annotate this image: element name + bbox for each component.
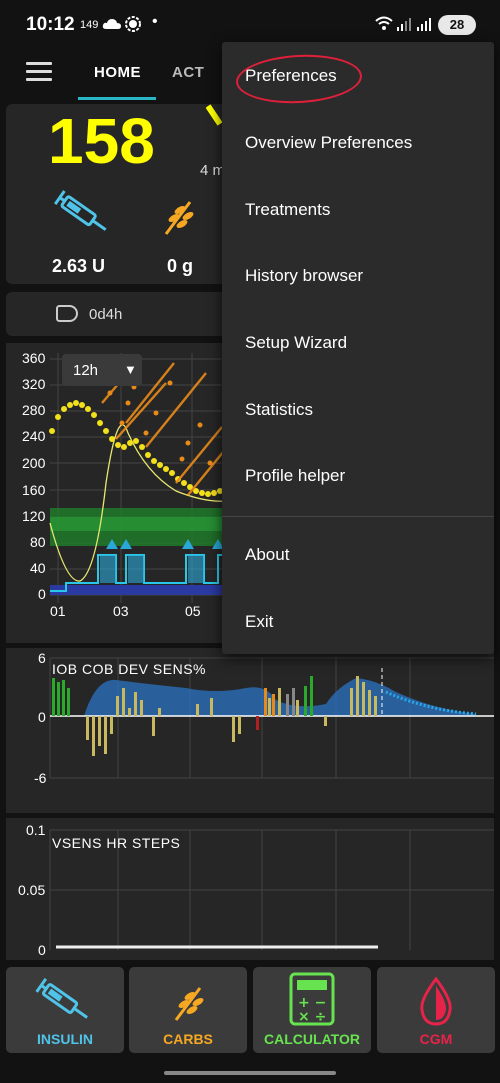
menu-item-statistics[interactable]: Statistics bbox=[245, 400, 314, 419]
bg-y-tick: 160 bbox=[22, 482, 46, 498]
bg-y-tick: 240 bbox=[22, 428, 46, 444]
menu-item-history-browser[interactable]: History browser bbox=[245, 266, 364, 285]
tab-actions[interactable]: ACT bbox=[172, 64, 205, 81]
menu-item-overview-preferences[interactable]: Overview Preferences bbox=[245, 133, 413, 152]
trend-arrow-icon bbox=[206, 104, 223, 126]
dropdown-caret-icon: ▼ bbox=[124, 362, 137, 377]
calculator-button-label: CALCULATOR bbox=[264, 1031, 360, 1047]
tab-indicator bbox=[78, 97, 156, 100]
carbs-grain-icon bbox=[164, 201, 194, 235]
battery-indicator: 28 bbox=[438, 15, 476, 35]
bg-y-tick: 280 bbox=[22, 402, 46, 418]
sens-y-tick: 0.05 bbox=[18, 882, 46, 898]
cgm-button-label: CGM bbox=[419, 1031, 453, 1047]
sens-y-tick: 0.1 bbox=[26, 822, 46, 838]
pump-age: 0d4h bbox=[89, 306, 123, 323]
iob-graph-title: IOB COB DEV SENS% bbox=[52, 661, 206, 677]
overflow-menu bbox=[222, 42, 494, 654]
svg-text:+ −: + − bbox=[298, 995, 326, 1011]
bg-y-tick: 40 bbox=[30, 560, 46, 576]
sens-y-tick: 0 bbox=[38, 942, 46, 958]
menu-item-exit[interactable]: Exit bbox=[245, 612, 274, 631]
cannula-icon bbox=[56, 305, 78, 322]
status-dot: • bbox=[152, 13, 158, 30]
menu-item-setup-wizard[interactable]: Setup Wizard bbox=[245, 333, 348, 352]
sens-graph[interactable] bbox=[6, 818, 494, 960]
iob-value: 2.63 U bbox=[52, 256, 106, 276]
carbs-button-label: CARBS bbox=[163, 1031, 213, 1047]
cell-signal-2-icon bbox=[417, 18, 431, 31]
tab-home[interactable]: HOME bbox=[94, 64, 141, 81]
menu-divider bbox=[222, 516, 494, 517]
bg-y-tick: 360 bbox=[22, 350, 46, 366]
bg-x-tick: 03 bbox=[113, 603, 129, 619]
iob-y-tick: 6 bbox=[38, 650, 46, 666]
time-range-select[interactable] bbox=[62, 354, 142, 386]
iob-graph-canvas bbox=[49, 657, 494, 779]
calculator-icon: + − × ÷ bbox=[289, 972, 335, 1026]
insulin-button-label: INSULIN bbox=[37, 1031, 93, 1047]
bg-y-tick: 80 bbox=[30, 534, 46, 550]
home-indicator[interactable] bbox=[164, 1071, 336, 1075]
cloud-icon bbox=[102, 19, 121, 29]
insulin-syringe-icon bbox=[35, 977, 88, 1019]
bg-y-tick: 120 bbox=[22, 508, 46, 524]
bg-y-tick: 200 bbox=[22, 455, 46, 471]
menu-item-preferences[interactable]: Preferences bbox=[245, 66, 337, 85]
menu-item-about[interactable]: About bbox=[245, 545, 290, 564]
iob-y-tick: -6 bbox=[34, 770, 47, 786]
sens-graph-title: VSENS HR STEPS bbox=[52, 835, 181, 851]
bg-x-tick: 01 bbox=[50, 603, 66, 619]
svg-text:× ÷: × ÷ bbox=[298, 1009, 326, 1025]
time-range-value: 12h bbox=[73, 362, 99, 379]
bg-value[interactable]: 158 bbox=[48, 105, 155, 177]
syringe-icon bbox=[54, 190, 107, 231]
cell-signal-1-icon bbox=[397, 18, 411, 31]
bg-y-tick: 0 bbox=[38, 586, 46, 602]
carbs-button-grain-icon bbox=[174, 987, 204, 1021]
status-small-text: 149 bbox=[80, 19, 99, 31]
bg-x-tick: 05 bbox=[185, 603, 201, 619]
blood-drop-icon bbox=[420, 976, 452, 1026]
menu-item-profile-helper[interactable]: Profile helper bbox=[245, 466, 346, 485]
cob-value: 0 g bbox=[167, 256, 194, 276]
menu-item-treatments[interactable]: Treatments bbox=[245, 200, 331, 219]
signal-app-icon bbox=[125, 16, 141, 32]
sens-graph-canvas bbox=[49, 829, 494, 950]
menu-icon[interactable] bbox=[26, 62, 52, 82]
time-ago: 4 m bbox=[200, 162, 226, 179]
bg-y-tick: 320 bbox=[22, 376, 46, 392]
wifi-icon bbox=[375, 16, 393, 30]
iob-y-tick: 0 bbox=[38, 709, 46, 725]
status-bar bbox=[0, 0, 500, 50]
status-time: 10:12 bbox=[26, 14, 75, 35]
